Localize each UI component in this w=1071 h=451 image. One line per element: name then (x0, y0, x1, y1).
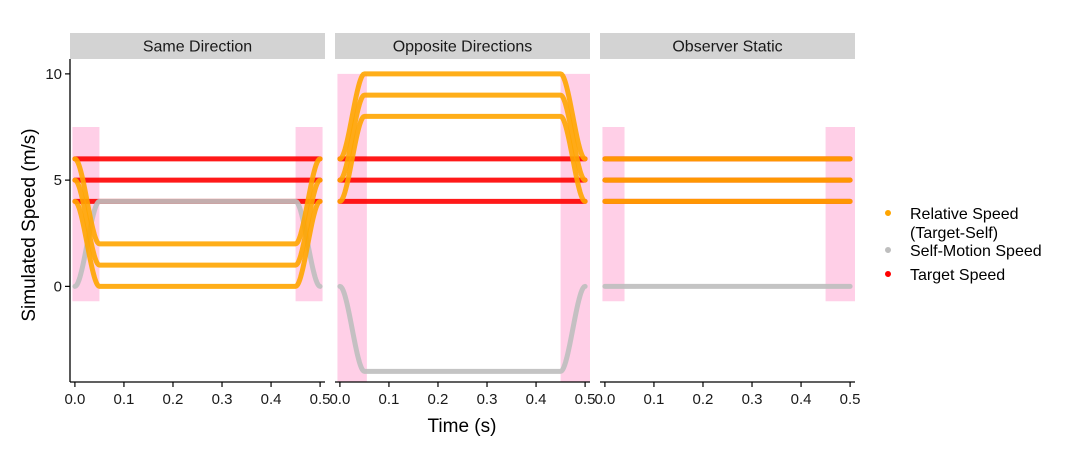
legend-key (885, 210, 891, 216)
x-tick-label: 0.3 (742, 391, 763, 408)
panel-3: Observer Static 0.0 0.1 0.2 0.3 0.4 0.5 (594, 33, 861, 408)
relative-speed-line (72, 198, 323, 289)
self-motion-line (337, 283, 588, 374)
x-tick-label: 0.5 (840, 391, 861, 408)
y-tick-label: 0 (54, 278, 62, 295)
relative-speed-line (337, 113, 588, 204)
legend-label: Self-Motion Speed (910, 243, 1042, 260)
x-tick-label: 0.1 (644, 391, 665, 408)
shaded-interval (825, 127, 855, 302)
shaded-interval (602, 127, 625, 302)
panel-1: Same Direction 0.0 0.1 0.2 0.3 0.4 0.5 (64, 33, 331, 408)
panel-title: Same Direction (143, 39, 252, 56)
x-tick-label: 0.0 (594, 391, 615, 408)
panel-2: Opposite Directions 0.0 0.1 0.2 0.3 0.4 0.5 (329, 33, 596, 408)
y-tick-label: 10 (45, 66, 62, 83)
legend: Relative Speed (Target-Self)Self-Motion S… (885, 206, 1042, 284)
legend-key (885, 271, 891, 277)
y-axis-title: Simulated Speed (m/s) (19, 128, 40, 321)
y-axis: 0 5 10 (45, 59, 71, 382)
panel-strip (70, 33, 325, 59)
relative-speed-line (72, 156, 323, 247)
x-tick-label: 0.4 (791, 391, 812, 408)
legend-label: (Target-Self) (910, 225, 998, 242)
panel-strip (335, 33, 590, 59)
panel-strip (600, 33, 855, 59)
x-tick-label: 0.5 (575, 391, 596, 408)
x-tick-label: 0.5 (310, 391, 331, 408)
panel-title: Opposite Directions (393, 39, 533, 56)
x-tick-label: 0.0 (329, 391, 350, 408)
x-tick-label: 0.1 (379, 391, 400, 408)
x-tick-label: 0.0 (64, 391, 85, 408)
x-tick-label: 0.3 (477, 391, 498, 408)
x-tick-label: 0.2 (693, 391, 714, 408)
x-tick-label: 0.2 (428, 391, 449, 408)
panel-title: Observer Static (672, 39, 782, 56)
x-axis-title: Time (s) (428, 416, 497, 437)
legend-label: Target Speed (910, 267, 1005, 284)
legend-label: Relative Speed (910, 206, 1019, 223)
relative-speed-line (72, 177, 323, 268)
x-tick-label: 0.4 (261, 391, 282, 408)
relative-speed-line (337, 92, 588, 183)
relative-speed-line (337, 71, 588, 162)
legend-key (885, 247, 891, 253)
x-tick-label: 0.4 (526, 391, 547, 408)
x-tick-label: 0.3 (212, 391, 233, 408)
x-tick-label: 0.1 (114, 391, 135, 408)
self-motion-line (72, 198, 323, 289)
y-tick-label: 5 (54, 172, 62, 189)
x-tick-label: 0.2 (163, 391, 184, 408)
